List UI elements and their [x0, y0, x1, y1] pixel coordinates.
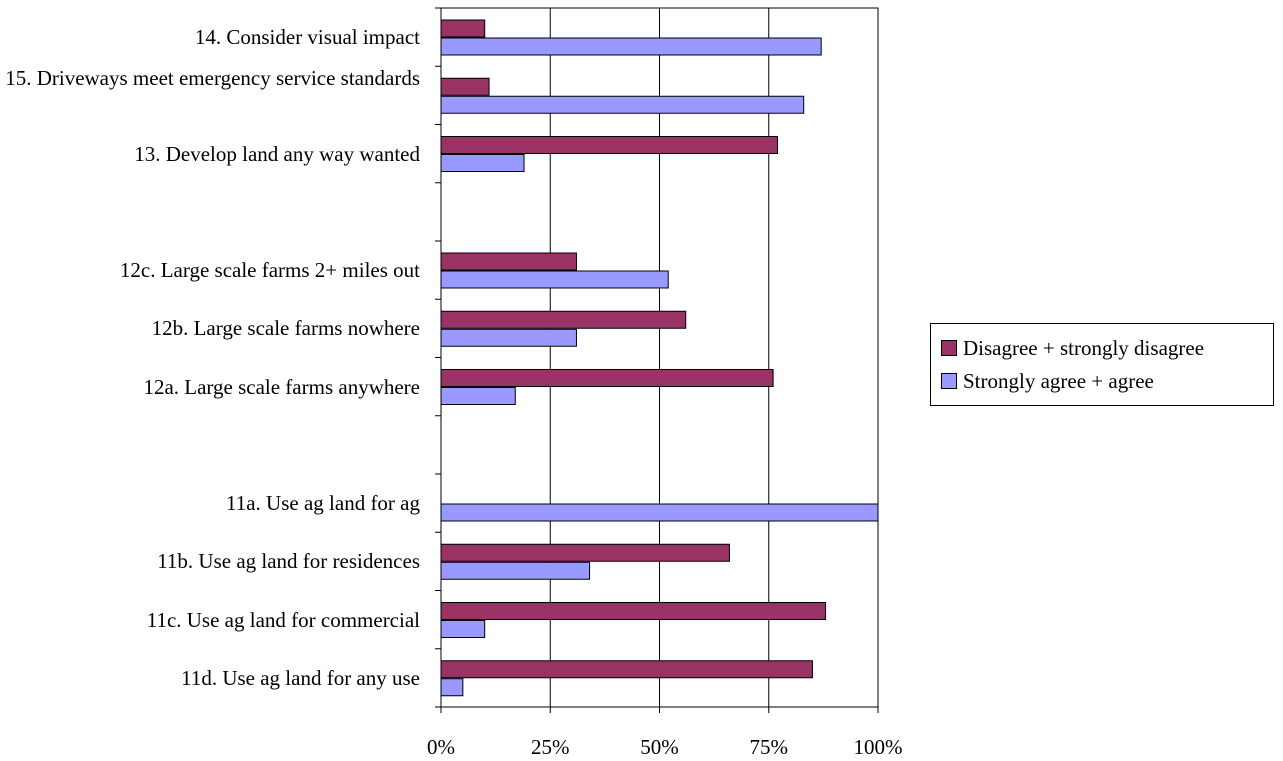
- bar-disagree: [440, 369, 774, 387]
- bar-agree: [440, 620, 486, 638]
- legend-label-agree: Strongly agree + agree: [963, 368, 1154, 393]
- category-label: 11b. Use ag land for residences: [157, 549, 420, 574]
- legend-label-disagree: Disagree + strongly disagree: [963, 335, 1205, 360]
- bar-disagree: [440, 660, 813, 679]
- x-tick-label: 50%: [640, 735, 679, 759]
- category-label: 14. Consider visual impact: [194, 25, 420, 50]
- bars: [440, 19, 879, 697]
- axes: [435, 7, 879, 713]
- category-label: 12a. Large scale farms anywhere: [143, 374, 420, 399]
- legend-swatch-disagree: [941, 340, 957, 356]
- bar-agree: [440, 503, 879, 522]
- category-label: 12b. Large scale farms nowhere: [151, 316, 420, 341]
- bar-disagree: [440, 252, 577, 271]
- bar-disagree: [440, 543, 730, 562]
- bar-agree: [440, 387, 516, 405]
- x-tick-label: 75%: [749, 735, 789, 759]
- bar-disagree: [440, 19, 486, 38]
- x-tick-label: 0%: [427, 735, 455, 759]
- category-label: 11d. Use ag land for any use: [181, 665, 420, 690]
- bar-disagree: [440, 602, 827, 620]
- bar-agree: [440, 154, 525, 172]
- bar-agree: [440, 328, 577, 347]
- bar-disagree: [440, 136, 778, 154]
- bar-agree: [440, 270, 669, 289]
- legend-item-disagree: Disagree + strongly disagree: [941, 334, 1204, 362]
- category-label: 15. Driveways meet emergency service sta…: [5, 66, 420, 91]
- bar-disagree: [440, 310, 687, 329]
- legend-item-agree: Strongly agree + agree: [941, 367, 1154, 395]
- legend-swatch-agree: [941, 373, 957, 389]
- bar-agree: [440, 37, 822, 56]
- bar-agree: [440, 561, 591, 580]
- category-label: 11c. Use ag land for commercial: [146, 607, 420, 632]
- bar-disagree: [440, 77, 490, 96]
- x-tick-label: 25%: [531, 735, 570, 759]
- category-label: 11a. Use ag land for ag: [226, 491, 420, 516]
- category-label: 13. Develop land any way wanted: [134, 141, 420, 166]
- x-tick-label: 100%: [853, 735, 903, 759]
- bar-agree: [440, 95, 805, 114]
- legend: Disagree + strongly disagree Strongly ag…: [930, 323, 1274, 406]
- bar-agree: [440, 678, 464, 697]
- category-label: 12c. Large scale farms 2+ miles out: [119, 258, 420, 283]
